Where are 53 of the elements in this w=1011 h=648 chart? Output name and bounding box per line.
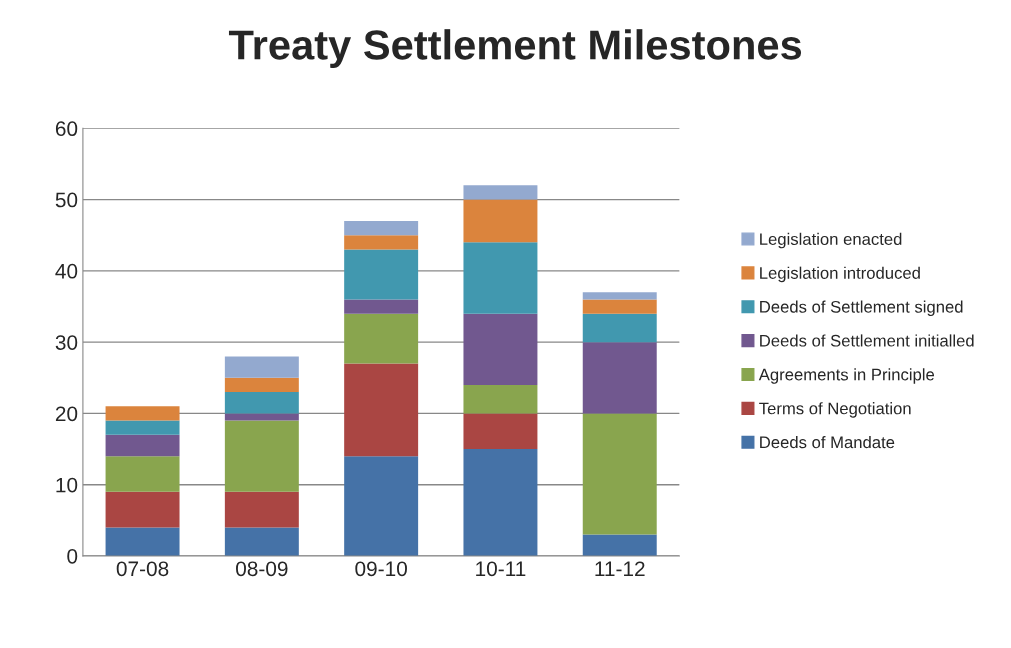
- legend-label: Deeds of Mandate: [760, 435, 895, 449]
- x-tick-label: 08-09: [236, 561, 288, 577]
- bar: [463, 449, 538, 556]
- legend-label: Terms of Negotiation: [759, 402, 911, 418]
- bar: [105, 527, 180, 556]
- x-tick-label: 11-12: [595, 561, 645, 576]
- bar: [105, 406, 180, 421]
- bar: [344, 313, 419, 364]
- bar: [582, 299, 657, 314]
- bar: [463, 413, 538, 450]
- bar: [224, 420, 299, 492]
- bar: [105, 420, 180, 435]
- bar: [582, 534, 657, 556]
- chart-title: Treaty Settlement Milestones: [228, 29, 802, 68]
- legend-label: Legislation enacted: [760, 232, 902, 249]
- bar: [224, 377, 299, 393]
- y-tick-label: 0: [67, 548, 78, 564]
- y-tick-label: 60: [55, 121, 78, 137]
- legend-label: Deeds of Settlement signed: [760, 300, 963, 317]
- bar: [463, 384, 538, 414]
- bar: [224, 527, 299, 556]
- y-tick-label: 50: [55, 192, 78, 208]
- bar: [105, 434, 180, 457]
- bar: [344, 299, 419, 314]
- bar: [582, 413, 657, 535]
- bar: [344, 363, 419, 457]
- bar: [463, 313, 538, 385]
- bar: [224, 491, 299, 528]
- bar: [344, 249, 419, 300]
- bar: [582, 313, 657, 343]
- bar: [105, 491, 180, 528]
- x-tick-label: 07-08: [116, 561, 169, 577]
- bar: [463, 199, 538, 243]
- bar: [582, 292, 657, 300]
- x-tick-label: 10-11: [476, 561, 526, 577]
- bar: [224, 356, 299, 378]
- bar: [582, 342, 657, 414]
- bar: [463, 185, 538, 200]
- y-tick-label: 30: [55, 335, 78, 350]
- legend-label: Deeds of Settlement initialled: [760, 334, 974, 347]
- bar: [344, 456, 419, 556]
- x-tick-label: 09-10: [355, 561, 407, 577]
- legend-label: Legislation introduced: [760, 266, 920, 283]
- bar: [344, 220, 419, 236]
- y-tick-label: 40: [55, 263, 78, 279]
- bar: [224, 392, 299, 414]
- bar: [224, 413, 299, 421]
- bar: [463, 242, 538, 314]
- legend-label: Agreements in Principle: [758, 368, 935, 384]
- bar: [105, 456, 180, 492]
- y-tick-label: 10: [56, 477, 78, 493]
- bar: [344, 235, 419, 250]
- y-tick-label: 20: [55, 406, 78, 422]
